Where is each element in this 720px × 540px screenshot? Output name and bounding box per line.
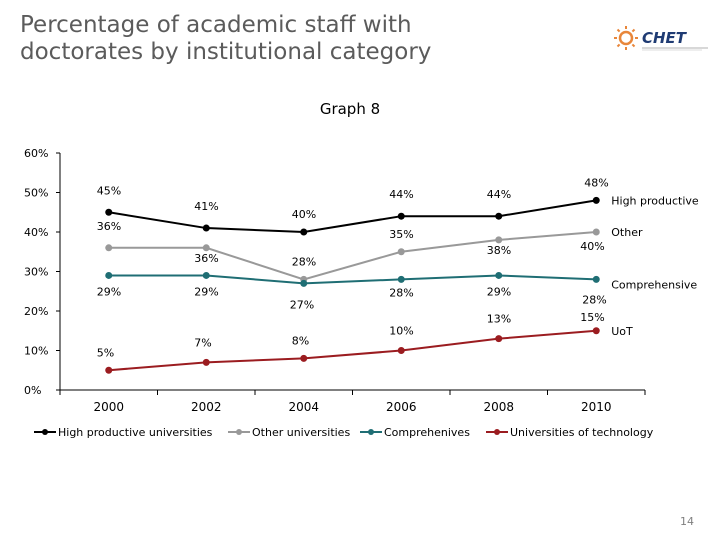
x-tick-label: 2008 — [483, 400, 514, 414]
y-tick-label: 40% — [24, 226, 48, 239]
data-label-other: 28% — [292, 255, 316, 268]
data-point-high — [300, 228, 308, 236]
sun-icon — [614, 26, 638, 50]
slide-title: Percentage of academic staff with doctor… — [20, 12, 431, 66]
data-label-uot: 8% — [292, 334, 309, 347]
data-label-other: 36% — [97, 220, 121, 233]
data-label-uot: 5% — [97, 346, 114, 359]
line-chart: 0% 10% 20% 30% 40% 50% 60% 2000 2002 2004 2006 2008… — [24, 147, 699, 439]
end-label-high: High productive — [611, 194, 699, 207]
data-label-other: 35% — [389, 228, 413, 241]
series-line-uot — [108, 329, 597, 372]
data-label-other: 38% — [487, 244, 511, 257]
data-point-comp — [300, 279, 308, 287]
data-point-high — [202, 224, 210, 232]
legend-label-high: High productive universities — [58, 426, 213, 439]
data-label-high: 44% — [389, 188, 413, 201]
x-tick-label: 2006 — [386, 400, 417, 414]
data-label-comp: 27% — [290, 298, 314, 311]
data-point-uot — [105, 366, 113, 374]
chet-logo: CHET — [612, 18, 712, 58]
data-label-other: 36% — [194, 252, 218, 265]
data-label-high: 41% — [194, 200, 218, 213]
y-tick-label: 50% — [24, 187, 48, 200]
legend-marker-comp — [368, 429, 374, 435]
data-label-uot: 13% — [487, 313, 511, 326]
data-point-other — [105, 244, 113, 252]
series-line-other — [108, 231, 597, 281]
data-point-other — [495, 236, 503, 244]
data-point-other — [397, 248, 405, 256]
y-tick-label: 30% — [24, 266, 48, 279]
data-point-comp — [202, 271, 210, 279]
graph-label: Graph 8 — [319, 100, 381, 118]
data-point-uot — [495, 335, 503, 343]
slide-title-line-1: Percentage of academic staff with — [20, 12, 412, 38]
y-tick-label: 60% — [24, 147, 48, 160]
data-point-comp — [105, 271, 113, 279]
data-label-uot: 7% — [194, 336, 211, 349]
data-label-comp: 29% — [194, 285, 218, 298]
data-label-uot: 15% — [580, 311, 604, 324]
data-point-uot — [397, 347, 405, 354]
data-point-other — [592, 228, 600, 236]
legend-label-comp: Comprehenives — [384, 426, 470, 439]
y-tick-label: 0% — [24, 384, 41, 397]
data-point-uot — [300, 354, 308, 362]
data-label-high: 40% — [292, 208, 316, 221]
data-point-comp — [397, 275, 405, 283]
data-label-high: 45% — [97, 184, 121, 197]
data-label-uot: 10% — [389, 325, 413, 338]
legend-marker-uot — [494, 429, 500, 435]
end-label-other: Other — [611, 226, 643, 239]
legend-label-uot: Universities of technology — [510, 426, 654, 439]
data-point-high — [495, 212, 503, 220]
legend-marker-other — [236, 429, 242, 435]
data-point-high — [397, 212, 405, 220]
y-tick-label: 10% — [24, 345, 48, 358]
data-label-comp: 29% — [487, 285, 511, 298]
y-tick-label: 20% — [24, 305, 48, 318]
data-point-high — [592, 196, 600, 204]
data-point-high — [105, 208, 113, 216]
page-number: 14 — [680, 515, 694, 528]
x-tick-label: 2000 — [93, 400, 124, 414]
slide-title-line-2: doctorates by institutional category — [20, 39, 432, 65]
series-line-comp — [108, 274, 597, 285]
data-label-comp: 28% — [582, 293, 606, 306]
legend-marker-high — [42, 429, 48, 435]
data-label-high: 44% — [487, 188, 511, 201]
series-line-high — [108, 199, 597, 234]
end-label-comp: Comprehensive — [611, 278, 697, 291]
data-label-comp: 29% — [97, 285, 121, 298]
data-label-comp: 28% — [389, 286, 413, 299]
data-point-other — [202, 244, 210, 252]
data-point-comp — [495, 271, 503, 279]
x-tick-label: 2002 — [191, 400, 222, 414]
data-point-comp — [592, 275, 600, 283]
data-point-uot — [202, 358, 210, 366]
logo-text: CHET — [642, 29, 688, 47]
x-tick-label: 2010 — [581, 400, 612, 414]
data-point-uot — [592, 327, 600, 335]
legend-label-other: Other universities — [252, 426, 350, 439]
data-label-high: 48% — [584, 176, 608, 189]
end-label-uot: UoT — [611, 325, 633, 338]
x-tick-label: 2004 — [288, 400, 319, 414]
data-label-other: 40% — [580, 240, 604, 253]
